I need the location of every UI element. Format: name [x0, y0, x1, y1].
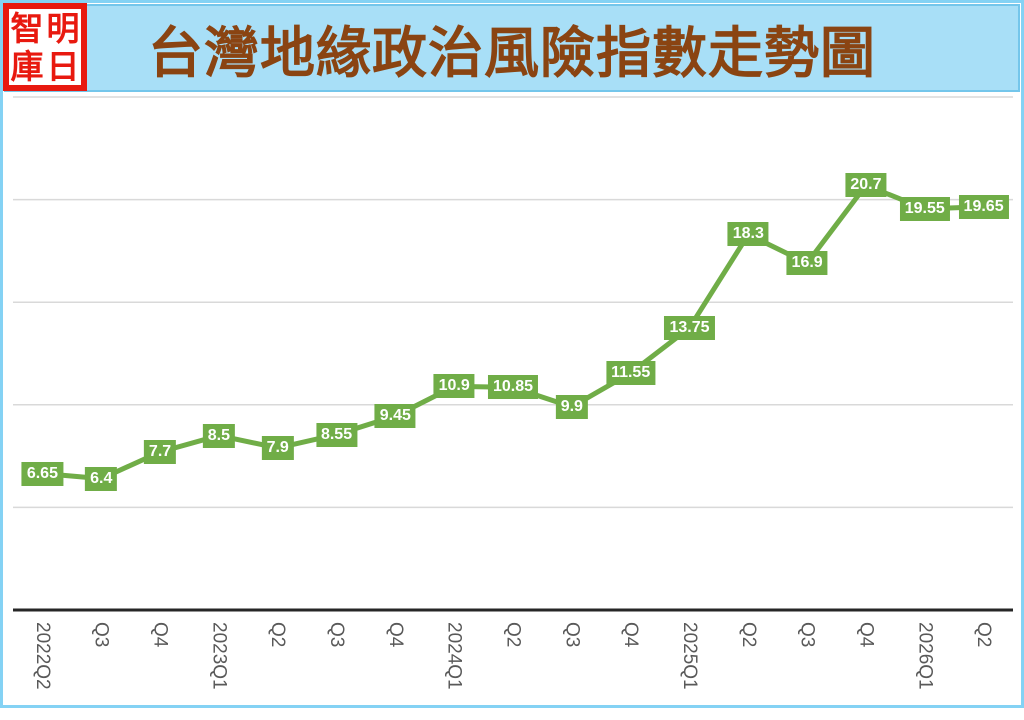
x-tick-label-Q2: Q2 [737, 622, 759, 648]
data-label-Q3: 16.9 [786, 251, 828, 276]
data-label-Q4: 11.55 [606, 360, 656, 385]
data-label-2022Q2: 6.65 [21, 461, 63, 486]
x-tick-label-Q4: Q4 [384, 622, 406, 648]
data-label-2024Q1: 10.9 [433, 374, 475, 399]
x-tick-label-Q2: Q2 [502, 622, 524, 648]
header-band: 台灣地緣政治風險指數走勢圖 [4, 4, 1020, 92]
logo-seal: 智 明 庫 日 [3, 3, 87, 91]
x-tick-label-Q2: Q2 [267, 622, 289, 648]
x-tick-label-2023Q1: 2023Q1 [208, 622, 230, 690]
chart-title: 台灣地緣政治風險指數走勢圖 [147, 22, 876, 84]
x-tick-label-Q3: Q3 [90, 622, 112, 648]
x-tick-label-Q4: Q4 [149, 622, 171, 648]
data-label-2026Q1: 19.55 [899, 196, 950, 221]
x-tick-label-Q3: Q3 [796, 622, 818, 648]
data-label-2025Q1: 13.75 [664, 315, 715, 340]
x-tick-label-Q4: Q4 [855, 622, 877, 648]
risk-index-line [39, 182, 987, 482]
logo-char-ri: 日 [46, 46, 80, 86]
data-label-Q3: 9.9 [555, 394, 588, 419]
data-label-Q4: 20.7 [845, 173, 887, 198]
x-tick-label-Q3: Q3 [326, 622, 348, 648]
data-label-2023Q1: 8.5 [202, 423, 235, 448]
x-tick-label-2025Q1: 2025Q1 [678, 622, 700, 690]
data-label-Q2: 18.3 [727, 222, 769, 247]
data-label-Q4: 7.7 [143, 439, 177, 464]
x-tick-label-Q3: Q3 [561, 622, 583, 648]
logo-char-ming: 明 [46, 8, 80, 48]
x-tick-label-2022Q2: 2022Q2 [31, 622, 53, 690]
data-label-Q3: 6.4 [85, 466, 118, 491]
data-label-Q2: 19.65 [958, 194, 1009, 219]
data-label-Q2: 10.85 [487, 375, 539, 400]
logo-char-zhi: 智 [10, 8, 44, 48]
x-tick-label-Q2: Q2 [973, 622, 995, 648]
data-label-Q2: 7.9 [261, 435, 294, 460]
x-tick-label-2024Q1: 2024Q1 [443, 622, 465, 690]
x-tick-label-Q4: Q4 [620, 622, 642, 648]
logo-char-ku: 庫 [10, 46, 44, 86]
x-tick-label-2026Q1: 2026Q1 [914, 622, 936, 690]
data-label-Q3: 8.55 [315, 422, 358, 447]
data-label-Q4: 9.45 [374, 404, 416, 429]
